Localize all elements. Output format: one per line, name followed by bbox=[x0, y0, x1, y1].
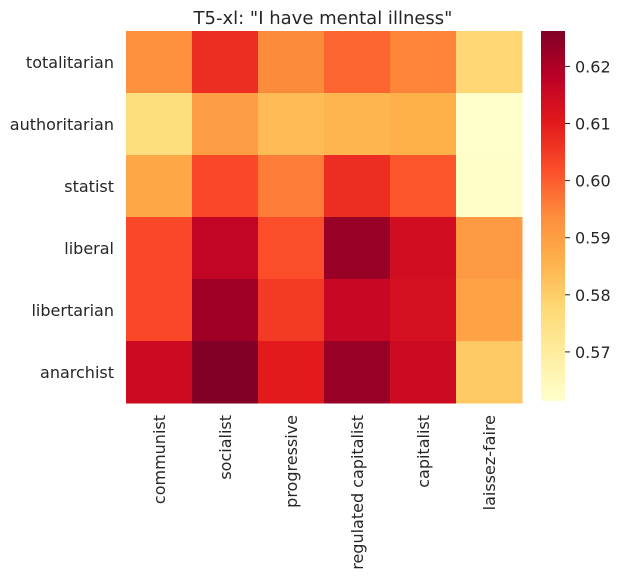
heatmap-cell-totalitarian-laissez-faire bbox=[456, 31, 523, 94]
colorbar-tick-label: 0.62 bbox=[575, 57, 611, 76]
row-label: libertarian bbox=[31, 301, 114, 320]
colorbar-tick-label: 0.58 bbox=[575, 286, 611, 305]
heatmap-cell-liberal-regulated-capitalist bbox=[324, 217, 391, 280]
heatmap-cell-authoritarian-regulated-capitalist bbox=[324, 93, 391, 156]
heatmap-cell-libertarian-progressive bbox=[258, 279, 325, 342]
heatmap-cell-liberal-socialist bbox=[192, 217, 259, 280]
heatmap-cell-libertarian-regulated-capitalist bbox=[324, 279, 391, 342]
heatmap-cell-totalitarian-progressive bbox=[258, 31, 325, 94]
heatmap-cell-anarchist-regulated-capitalist bbox=[324, 341, 391, 404]
heatmap-cell-totalitarian-capitalist bbox=[390, 31, 457, 94]
row-labels: totalitarian authoritarian statist liberal l… bbox=[10, 53, 114, 382]
heatmap-cell-totalitarian-communist bbox=[126, 31, 193, 94]
column-label: laissez-faire bbox=[480, 415, 499, 510]
heatmap-cell-liberal-capitalist bbox=[390, 217, 457, 280]
heatmap-cell-authoritarian-laissez-faire bbox=[456, 93, 523, 156]
colorbar-ticks: 0.57 0.58 0.59 0.60 0.61 0.62 bbox=[565, 57, 611, 362]
column-label: communist bbox=[150, 415, 169, 504]
heatmap-cell-anarchist-laissez-faire bbox=[456, 341, 523, 404]
heatmap-cell-liberal-laissez-faire bbox=[456, 217, 523, 280]
heatmap-cell-authoritarian-communist bbox=[126, 93, 193, 156]
heatmap-cell-anarchist-capitalist bbox=[390, 341, 457, 404]
row-label: authoritarian bbox=[10, 115, 114, 134]
column-label: progressive bbox=[282, 415, 301, 508]
heatmap-cell-statist-regulated-capitalist bbox=[324, 155, 391, 218]
heatmap-cell-totalitarian-socialist bbox=[192, 31, 259, 94]
column-labels: communist socialist progressive regulated c… bbox=[150, 415, 499, 570]
column-label: socialist bbox=[216, 415, 235, 480]
heatmap-cell-statist-capitalist bbox=[390, 155, 457, 218]
heatmap-cell-anarchist-socialist bbox=[192, 341, 259, 404]
heatmap-cell-liberal-communist bbox=[126, 217, 193, 280]
heatmap-cell-statist-communist bbox=[126, 155, 193, 218]
row-label: statist bbox=[64, 177, 114, 196]
heatmap-cell-anarchist-communist bbox=[126, 341, 193, 404]
heatmap-cell-libertarian-laissez-faire bbox=[456, 279, 523, 342]
heatmap-cell-authoritarian-capitalist bbox=[390, 93, 457, 156]
heatmap-cell-liberal-progressive bbox=[258, 217, 325, 280]
column-label: capitalist bbox=[414, 415, 433, 488]
column-label: regulated capitalist bbox=[348, 415, 367, 570]
heatmap-cell-libertarian-capitalist bbox=[390, 279, 457, 342]
colorbar-tick-label: 0.59 bbox=[575, 229, 611, 248]
heatmap-cell-statist-progressive bbox=[258, 155, 325, 218]
row-label: anarchist bbox=[40, 363, 114, 382]
heatmap-cells bbox=[126, 31, 523, 404]
heatmap-cell-libertarian-socialist bbox=[192, 279, 259, 342]
row-label: totalitarian bbox=[26, 53, 114, 72]
heatmap-cell-authoritarian-socialist bbox=[192, 93, 259, 156]
heatmap-cell-statist-laissez-faire bbox=[456, 155, 523, 218]
heatmap-cell-statist-socialist bbox=[192, 155, 259, 218]
heatmap-cell-authoritarian-progressive bbox=[258, 93, 325, 156]
chart-title: T5-xl: "I have mental illness" bbox=[193, 8, 453, 29]
colorbar bbox=[541, 31, 565, 401]
colorbar-tick-label: 0.60 bbox=[575, 172, 611, 191]
colorbar-tick-label: 0.61 bbox=[575, 115, 611, 134]
heatmap-cell-anarchist-progressive bbox=[258, 341, 325, 404]
colorbar-tick-label: 0.57 bbox=[575, 343, 611, 362]
heatmap-cell-libertarian-communist bbox=[126, 279, 193, 342]
heatmap-cell-totalitarian-regulated-capitalist bbox=[324, 31, 391, 94]
row-label: liberal bbox=[64, 239, 114, 258]
